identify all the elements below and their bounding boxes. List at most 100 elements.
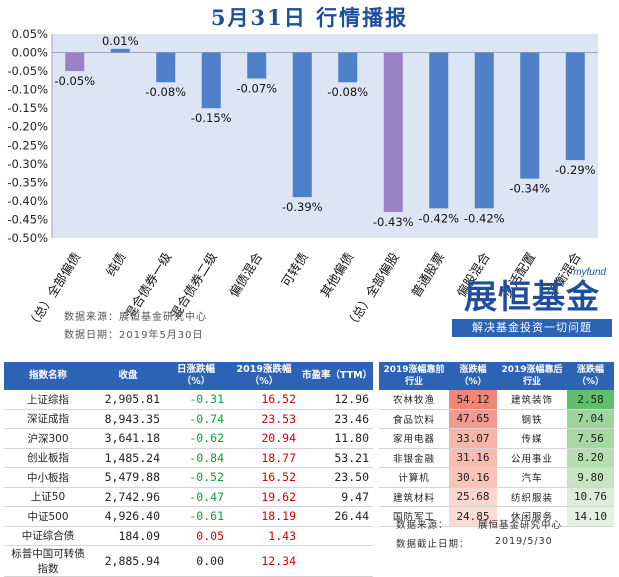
index-table-header: 指数名称 收盘 日涨跌幅（%） 2019涨跌幅（%） 市盈率（TTM） — [4, 362, 373, 390]
y-tick-label: -0.35% — [7, 175, 48, 189]
data-label: 0.01% — [102, 34, 139, 48]
data-label: -0.15% — [191, 111, 232, 125]
top-industry-change: 25.68 — [449, 487, 497, 507]
header-top-industry: 2019涨幅靠前行业 — [379, 362, 449, 390]
top-industry-name: 农林牧渔 — [379, 390, 449, 410]
y-tick-label: -0.40% — [7, 194, 48, 208]
header-ytd-change: 2019涨跌幅（%） — [228, 362, 300, 390]
index-close: 4,926.40 — [92, 506, 164, 527]
top-industry-change: 47.65 — [449, 409, 497, 429]
x-tick-label: 可转债 — [278, 250, 311, 290]
data-label: -0.07% — [236, 82, 277, 96]
index-pe: 11.80 — [300, 428, 373, 449]
index-pe: 53.21 — [300, 448, 373, 468]
index-pe: 12.96 — [300, 390, 373, 410]
table-row: 农林牧渔 54.12 建筑装饰 2.58 — [379, 390, 614, 410]
bottom-industry-name: 钢铁 — [497, 409, 567, 429]
index-ytd-change: 1.43 — [228, 526, 300, 546]
index-close: 5,479.88 — [92, 467, 164, 488]
header-bottom-change: 涨跌幅（%） — [567, 362, 614, 390]
bar — [565, 52, 585, 161]
index-name: 中证500 — [4, 506, 92, 527]
data-label: -0.05% — [54, 74, 95, 88]
logo-tagline: 解决基金投资一切问题 — [452, 319, 612, 337]
brand-logo: myfund 展恒基金 解决基金投资一切问题 — [452, 267, 612, 339]
index-day-change: -0.62 — [164, 428, 228, 449]
index-name: 上证综指 — [4, 390, 92, 410]
top-industry-change: 33.07 — [449, 428, 497, 449]
top-industry-name: 非银金融 — [379, 448, 449, 468]
chart-date: 数据日期：2019年5月30日 — [64, 330, 204, 341]
top-industry-change: 31.16 — [449, 448, 497, 468]
y-tick-label: -0.05% — [7, 64, 48, 78]
bottom-industry-name: 公用事业 — [497, 448, 567, 468]
index-day-change: -0.84 — [164, 448, 228, 468]
data-label: -0.42% — [464, 211, 505, 225]
bar — [338, 52, 358, 83]
table-row: 深证成指 8,943.35 -0.74 23.53 23.46 — [4, 409, 373, 429]
x-tick-label: 纯债 — [103, 250, 129, 279]
bar — [383, 52, 403, 213]
index-table: 指数名称 收盘 日涨跌幅（%） 2019涨跌幅（%） 市盈率（TTM） 上证综指… — [4, 362, 373, 577]
index-pe — [300, 526, 373, 546]
header-top-change: 涨跌幅（%） — [449, 362, 497, 390]
chart-source: 数据来源：展恒基金研究中心 — [64, 312, 207, 323]
table-row: 创业板指 1,485.24 -0.84 18.77 53.21 — [4, 448, 373, 468]
table-row: 中小板指 5,479.88 -0.52 16.52 23.50 — [4, 467, 373, 488]
header-bottom-industry: 2019涨幅靠后行业 — [497, 362, 567, 390]
industry-table: 2019涨幅靠前行业 涨跌幅（%） 2019涨幅靠后行业 涨跌幅（%） 农林牧渔… — [379, 362, 614, 527]
table-row: 非银金融 31.16 公用事业 8.20 — [379, 448, 614, 468]
bottom-industry-change: 7.04 — [567, 409, 614, 429]
x-tick-label: 偏债混合 — [226, 249, 265, 300]
y-tick-label: -0.30% — [7, 157, 48, 171]
page-title: 5月31日 行情播报 — [210, 5, 409, 30]
data-label: -0.39% — [282, 200, 323, 214]
index-close: 8,943.35 — [92, 409, 164, 429]
industry-date-label: 数据截止日期： — [396, 539, 470, 550]
industry-source-value: 展恒基金研究中心 — [478, 520, 563, 531]
y-tick-label: -0.20% — [7, 120, 48, 134]
top-industry-change: 54.12 — [449, 390, 497, 410]
industry-table-header: 2019涨幅靠前行业 涨跌幅（%） 2019涨幅靠后行业 涨跌幅（%） — [379, 362, 614, 390]
index-day-change: -0.47 — [164, 487, 228, 507]
bar — [429, 52, 449, 209]
top-industry-name: 国防军工 — [379, 506, 449, 527]
data-label: -0.42% — [418, 211, 459, 225]
header-name: 指数名称 — [4, 362, 92, 390]
top-industry-name: 食品饮料 — [379, 409, 449, 429]
index-ytd-change: 18.77 — [228, 448, 300, 468]
table-row: 国防军工 24.85 休闲服务 14.10 — [379, 506, 614, 527]
bar — [65, 52, 85, 72]
top-industry-name: 家用电器 — [379, 428, 449, 449]
bar — [247, 52, 267, 79]
index-close: 2,905.81 — [92, 390, 164, 410]
bottom-industry-change: 10.76 — [567, 487, 614, 507]
top-industry-name: 建筑材料 — [379, 487, 449, 507]
table-row: 家用电器 33.07 传媒 7.56 — [379, 428, 614, 449]
index-name: 中证综合债 — [4, 526, 92, 546]
index-day-change: -0.74 — [164, 409, 228, 429]
index-name: 沪深300 — [4, 428, 92, 449]
bars — [65, 48, 585, 213]
bar — [474, 52, 494, 209]
bottom-industry-name: 汽车 — [497, 467, 567, 488]
top-industry-name: 计算机 — [379, 467, 449, 488]
bottom-industry-change: 9.80 — [567, 467, 614, 488]
bottom-industry-name: 建筑装饰 — [497, 390, 567, 410]
x-tick-label: 普通股票 — [408, 250, 447, 300]
value-labels: -0.05% 0.01% -0.08% -0.15% -0.07% -0.39% -0.08… — [54, 34, 595, 229]
y-tick-label: -0.25% — [7, 138, 48, 152]
index-pe: 23.50 — [300, 467, 373, 488]
index-day-change: -0.52 — [164, 467, 228, 488]
index-close: 3,641.18 — [92, 428, 164, 449]
data-label: -0.29% — [555, 163, 596, 177]
y-tick-label: 0.00% — [11, 46, 48, 60]
x-tick-label: 其他偏债 — [317, 250, 356, 300]
index-ytd-change: 16.52 — [228, 467, 300, 488]
index-ytd-change: 12.34 — [228, 545, 300, 577]
index-close: 184.09 — [92, 526, 164, 546]
table-row: 计算机 30.16 汽车 9.80 — [379, 467, 614, 488]
table-row: 中证综合债 184.09 0.05 1.43 — [4, 526, 373, 546]
table-row: 中证500 4,926.40 -0.61 18.19 26.44 — [4, 506, 373, 527]
index-name: 上证50 — [4, 487, 92, 507]
